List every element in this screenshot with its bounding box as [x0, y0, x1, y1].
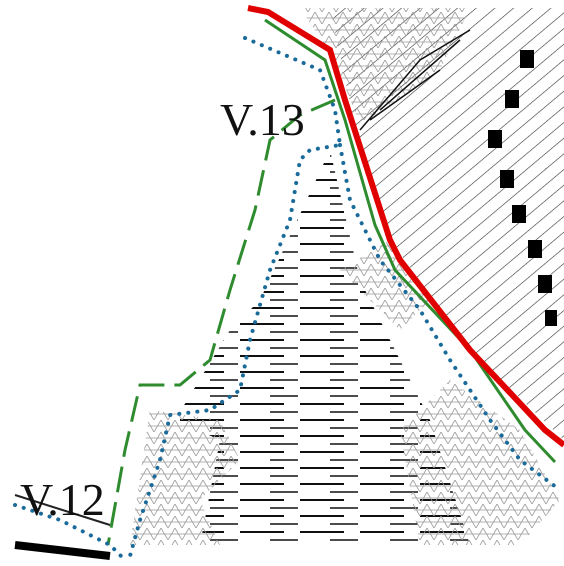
cross-area: [300, 8, 470, 125]
label: V.13: [220, 94, 305, 145]
road: [14, 541, 111, 560]
cross-area: [340, 240, 430, 330]
cross-area: [400, 380, 560, 545]
dashed-area: [175, 150, 470, 545]
marker-chain: [488, 50, 557, 326]
blue-dotted-boundary: [13, 36, 562, 562]
road: [14, 494, 111, 526]
hatched-area: [330, 8, 564, 440]
green-dashed-boundary: [106, 98, 336, 546]
label: V.12: [20, 474, 105, 525]
cross-area: [130, 410, 240, 545]
green-boundary: [264, 18, 557, 464]
red-boundary: [247, 5, 564, 448]
contour: [359, 29, 471, 131]
